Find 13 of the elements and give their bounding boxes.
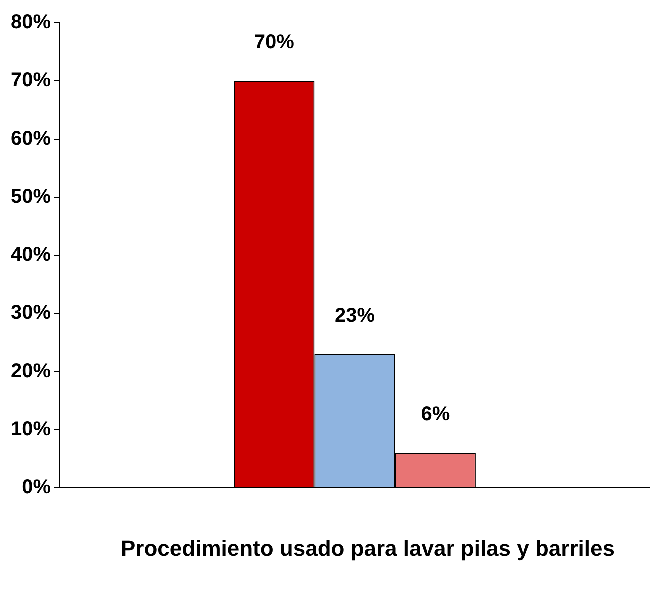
y-tick-label: 50%	[11, 186, 52, 208]
data-label: 23%	[335, 304, 376, 327]
y-tick-label: 80%	[11, 12, 52, 34]
y-tick-label: 40%	[11, 244, 52, 266]
y-tick-label: 10%	[11, 418, 52, 440]
y-tick-label: 30%	[11, 302, 52, 324]
y-tick-label: 70%	[11, 70, 52, 92]
y-tick-label: 0%	[22, 476, 52, 499]
data-label: 70%	[254, 32, 295, 54]
y-tick-label: 60%	[11, 128, 52, 150]
y-tick-label: 20%	[11, 360, 52, 382]
data-label: 6%	[421, 404, 450, 426]
x-axis-title: Procedimiento usado para lavar pilas y barriles	[120, 535, 616, 563]
